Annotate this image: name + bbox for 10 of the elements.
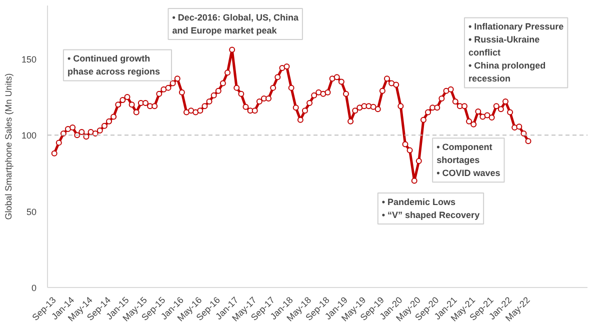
y-tick-label: 0 (31, 283, 37, 293)
y-tick-label: 50 (26, 206, 37, 217)
annotation: • Component shortages • COVID waves (436, 142, 500, 178)
annotation: • Dec-2016: Global, US, China and Europe market peak (172, 12, 300, 36)
annotation: • Pandemic Lows • “V” shaped Recovery (382, 196, 480, 220)
annotation: • Inflationary Pressure • Russia-Ukraine conflict • China prolonged recession (468, 22, 564, 84)
annotation: • Continued growth phase across regions (67, 54, 160, 77)
y-tick-label: 100 (21, 130, 37, 141)
y-tick-label: 150 (21, 54, 37, 64)
y-axis-title: Global Smartphone Sales (Mn Units) (3, 73, 14, 220)
